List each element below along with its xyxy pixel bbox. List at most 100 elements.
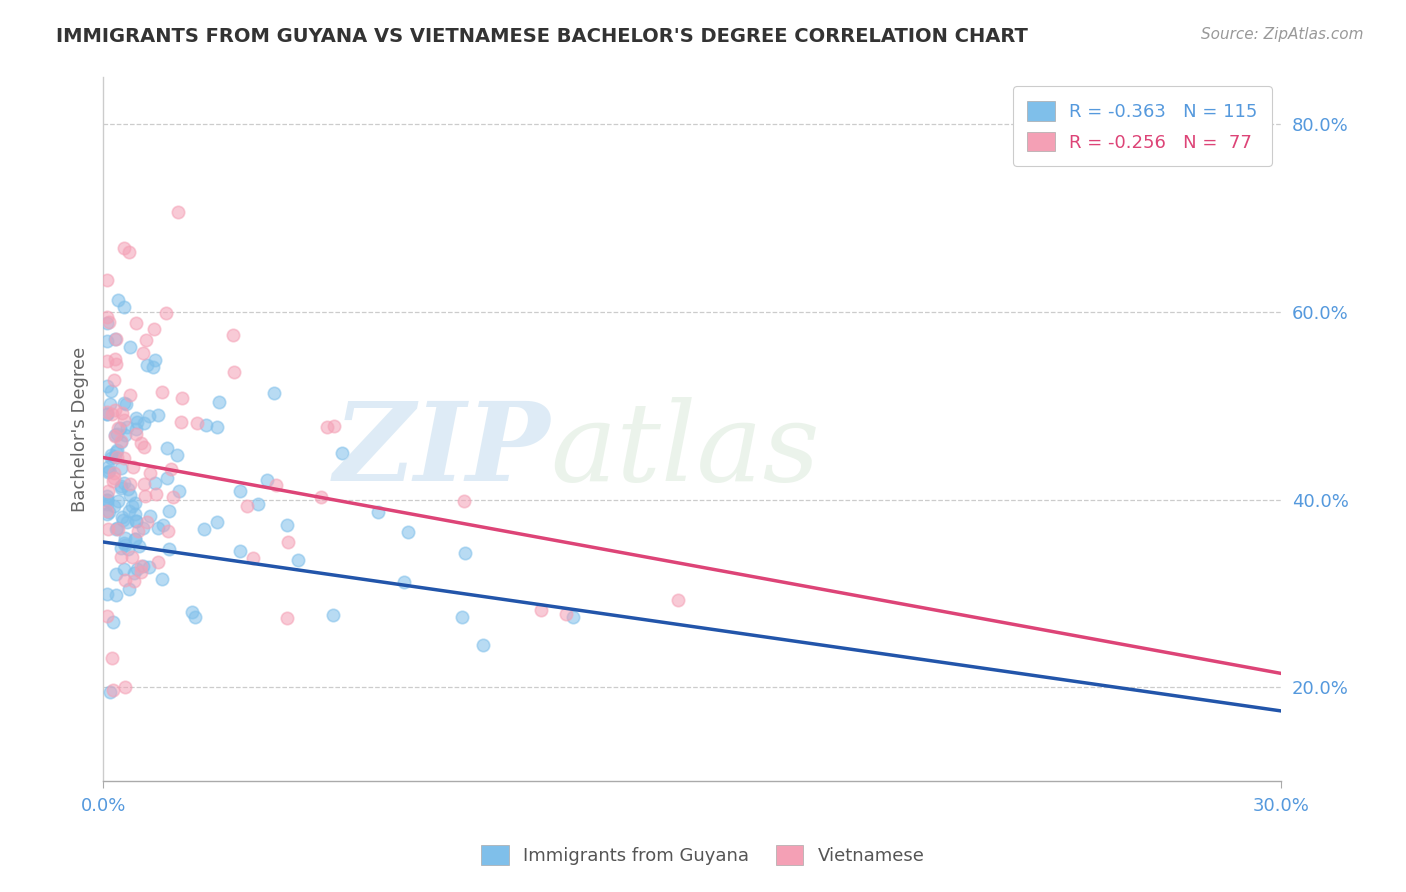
Point bbox=[181, 605, 204, 619]
Point bbox=[117, 482, 139, 496]
Point bbox=[555, 607, 578, 621]
Point bbox=[104, 358, 127, 372]
Point bbox=[125, 514, 148, 528]
Point bbox=[242, 551, 264, 566]
Point bbox=[100, 384, 122, 398]
Point bbox=[96, 489, 118, 503]
Point bbox=[117, 515, 139, 529]
Point bbox=[118, 582, 141, 596]
Point bbox=[134, 440, 156, 454]
Legend: Immigrants from Guyana, Vietnamese: Immigrants from Guyana, Vietnamese bbox=[472, 836, 934, 874]
Point bbox=[118, 504, 141, 518]
Point bbox=[104, 444, 127, 458]
Point bbox=[453, 494, 475, 508]
Point bbox=[170, 391, 193, 405]
Point bbox=[122, 459, 145, 474]
Point bbox=[100, 451, 122, 466]
Text: Source: ZipAtlas.com: Source: ZipAtlas.com bbox=[1201, 27, 1364, 42]
Point bbox=[98, 464, 121, 478]
Point bbox=[666, 593, 689, 607]
Point bbox=[125, 514, 148, 528]
Point bbox=[104, 428, 127, 442]
Point bbox=[222, 365, 245, 379]
Point bbox=[96, 407, 118, 421]
Point bbox=[138, 409, 160, 424]
Point bbox=[124, 532, 146, 546]
Point bbox=[98, 315, 121, 329]
Point bbox=[129, 436, 152, 450]
Legend: R = -0.363   N = 115, R = -0.256   N =  77: R = -0.363 N = 115, R = -0.256 N = 77 bbox=[1012, 87, 1272, 166]
Point bbox=[323, 419, 346, 434]
Text: ZIP: ZIP bbox=[335, 397, 551, 504]
Point bbox=[146, 521, 169, 535]
Point bbox=[110, 541, 132, 556]
Point bbox=[287, 553, 309, 567]
Point bbox=[114, 681, 136, 695]
Point bbox=[96, 316, 118, 330]
Point bbox=[128, 540, 150, 554]
Point bbox=[101, 408, 124, 422]
Point bbox=[129, 565, 152, 579]
Point bbox=[110, 434, 132, 448]
Point bbox=[162, 490, 184, 504]
Point bbox=[104, 588, 127, 602]
Point bbox=[155, 306, 177, 320]
Point bbox=[138, 560, 160, 574]
Point bbox=[107, 293, 129, 307]
Point bbox=[103, 471, 125, 485]
Point bbox=[96, 507, 118, 521]
Point bbox=[96, 310, 118, 325]
Point bbox=[454, 546, 477, 560]
Point bbox=[97, 465, 120, 479]
Point bbox=[110, 435, 132, 450]
Point bbox=[104, 332, 127, 346]
Point bbox=[276, 518, 298, 533]
Point bbox=[530, 603, 553, 617]
Point bbox=[156, 470, 179, 484]
Point bbox=[110, 479, 132, 493]
Text: IMMIGRANTS FROM GUYANA VS VIETNAMESE BACHELOR'S DEGREE CORRELATION CHART: IMMIGRANTS FROM GUYANA VS VIETNAMESE BAC… bbox=[56, 27, 1028, 45]
Point bbox=[97, 483, 120, 498]
Point bbox=[117, 541, 139, 556]
Point bbox=[167, 483, 190, 498]
Point bbox=[107, 522, 129, 536]
Point bbox=[264, 478, 287, 492]
Point bbox=[110, 549, 132, 564]
Point bbox=[166, 205, 188, 219]
Point bbox=[157, 524, 180, 539]
Point bbox=[127, 524, 149, 538]
Point bbox=[132, 520, 155, 534]
Point bbox=[132, 416, 155, 430]
Point bbox=[146, 408, 169, 422]
Point bbox=[96, 379, 118, 393]
Point bbox=[114, 531, 136, 545]
Point bbox=[120, 388, 142, 402]
Point bbox=[96, 493, 118, 508]
Point bbox=[127, 562, 149, 576]
Point bbox=[112, 562, 135, 576]
Point bbox=[107, 421, 129, 435]
Point bbox=[166, 448, 188, 462]
Point bbox=[107, 494, 129, 508]
Point bbox=[450, 609, 472, 624]
Point bbox=[471, 638, 494, 652]
Point bbox=[104, 351, 127, 366]
Point bbox=[142, 360, 165, 375]
Point bbox=[276, 611, 298, 625]
Point bbox=[105, 522, 128, 536]
Point bbox=[110, 481, 132, 495]
Point bbox=[104, 429, 127, 443]
Point bbox=[125, 415, 148, 429]
Point bbox=[105, 450, 128, 464]
Point bbox=[117, 419, 139, 434]
Point bbox=[101, 683, 124, 698]
Point bbox=[96, 408, 118, 422]
Point bbox=[316, 420, 339, 434]
Point bbox=[104, 332, 127, 346]
Point bbox=[186, 416, 208, 430]
Point bbox=[120, 340, 142, 354]
Point bbox=[110, 461, 132, 475]
Point bbox=[114, 538, 136, 552]
Point bbox=[105, 521, 128, 535]
Point bbox=[143, 321, 166, 335]
